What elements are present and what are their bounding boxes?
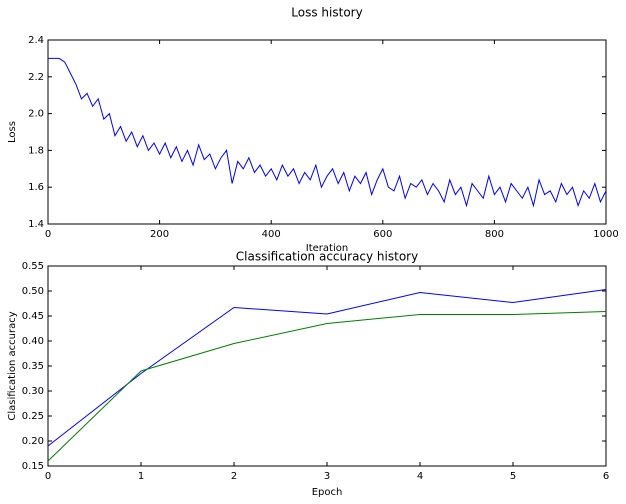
y-axis-label: Loss (7, 121, 18, 143)
x-tick-label: 600 (373, 229, 392, 240)
x-tick-label: 0 (45, 229, 51, 240)
x-tick-label: 200 (150, 229, 169, 240)
x-tick-label: 400 (262, 229, 281, 240)
x-tick-label: 800 (485, 229, 504, 240)
data-line (47, 311, 607, 462)
x-tick-label: 1000 (593, 229, 618, 240)
y-tick-label: 0.55 (22, 261, 44, 272)
x-tick-label: 6 (603, 471, 609, 482)
y-tick-label: 0.35 (22, 361, 44, 372)
y-axis-label: Clasification accuracy (7, 311, 18, 420)
x-axis-label: Iteration (306, 243, 348, 254)
y-tick-label: 1.4 (28, 219, 44, 230)
chart-title: Loss history (291, 6, 362, 20)
x-tick-label: 2 (231, 471, 237, 482)
x-tick-label: 3 (324, 471, 330, 482)
y-tick-label: 2.4 (28, 35, 44, 46)
y-tick-label: 0.40 (22, 336, 44, 347)
y-tick-label: 1.8 (28, 145, 44, 156)
x-tick-label: 1 (138, 471, 144, 482)
plot-frame (47, 39, 607, 225)
x-axis-label: Epoch (312, 487, 343, 498)
y-tick-label: 1.6 (28, 182, 44, 193)
y-tick-label: 0.50 (22, 286, 44, 297)
y-tick-label: 0.30 (22, 386, 44, 397)
x-tick-label: 0 (45, 471, 51, 482)
data-line (48, 57, 607, 208)
y-tick-label: 0.25 (22, 411, 44, 422)
y-tick-label: 0.20 (22, 436, 44, 447)
data-line (47, 289, 607, 447)
y-tick-label: 0.15 (22, 461, 44, 472)
x-tick-label: 4 (417, 471, 423, 482)
chart-title: Classification accuracy history (236, 250, 418, 264)
plot-frame (47, 265, 607, 467)
y-tick-label: 2.0 (28, 109, 44, 120)
y-tick-label: 2.2 (28, 72, 44, 83)
x-tick-label: 5 (510, 471, 516, 482)
y-tick-label: 0.45 (22, 311, 44, 322)
